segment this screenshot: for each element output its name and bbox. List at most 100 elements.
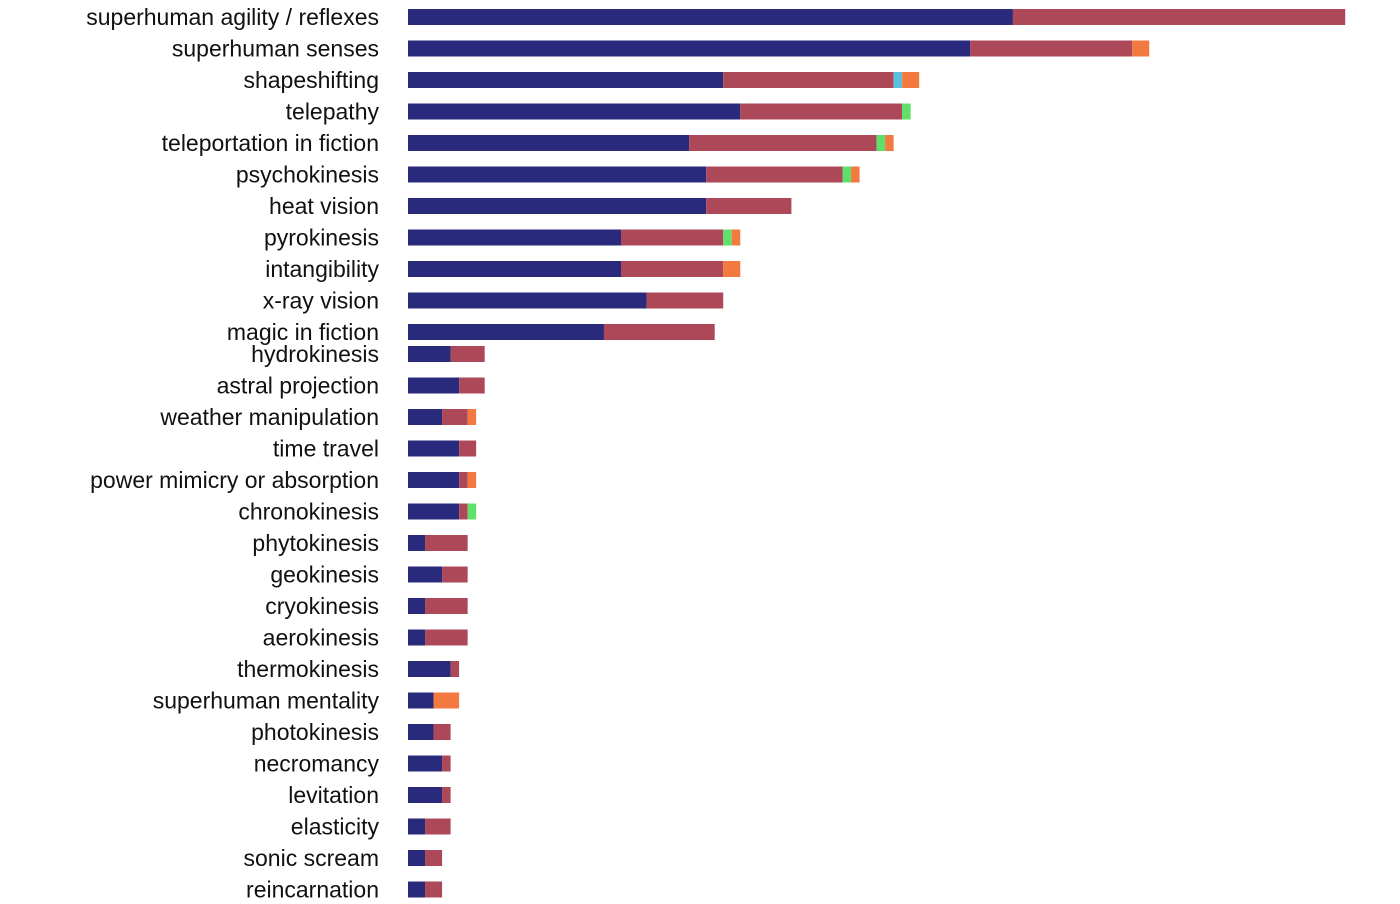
bar-segment-series4 [842,166,852,183]
bar-segment-series4 [723,229,732,246]
category-label: magic in fiction [227,319,379,345]
bar-segment-series2 [442,409,468,425]
bar-segment-series1 [408,724,434,740]
category-label: teleportation in fiction [162,130,379,156]
category-label: necromancy [254,751,380,777]
bar-segment-series1 [408,850,426,866]
bar-segment-series5 [731,229,741,246]
bar-segment-series1 [408,324,604,340]
category-labels: superhuman agility / reflexes superhuman … [86,4,379,903]
bar-segment-series2 [442,566,468,583]
bar-segment-series1 [408,166,707,183]
category-label: psychokinesis [236,162,379,188]
bar-segment-series4 [467,503,477,520]
bar-segment-series1 [408,566,443,583]
bar-segment-series5 [723,261,741,277]
category-label: power mimicry or absorption [90,467,379,493]
category-label: time travel [273,436,379,462]
bar-segment-series2 [425,818,451,835]
category-label: superhuman agility / reflexes [86,4,379,30]
bar-segment-series1 [408,629,426,646]
bar-segment-series2 [459,503,468,520]
bar-segment-series2 [425,598,468,614]
bar-segment-series1 [408,198,707,214]
bar-segment-series1 [408,9,1013,25]
bars [408,9,1346,898]
bar-segment-series2 [689,135,877,151]
bar-segment-series2 [740,103,903,120]
category-label: pyrokinesis [264,225,379,251]
bar-segment-series2 [621,229,724,246]
category-label: reincarnation [246,877,379,903]
category-label: sonic scream [244,845,379,871]
bar-segment-series5 [902,72,920,88]
bar-segment-series1 [408,377,460,394]
bar-segment-series2 [970,40,1133,57]
bar-segment-series1 [408,661,451,677]
category-label: telepathy [286,99,380,125]
bar-segment-series5 [851,166,860,183]
bar-segment-series1 [408,135,690,151]
bar-segment-series1 [408,503,460,520]
category-label: elasticity [291,814,380,840]
bar-segment-series2 [433,724,451,740]
category-label: phytokinesis [252,530,379,556]
category-label: aerokinesis [263,625,379,651]
category-label: astral projection [217,373,379,399]
bar-segment-series1 [408,881,426,898]
category-label: thermokinesis [237,656,379,682]
category-label: heat vision [269,193,379,219]
category-label: superhuman mentality [153,688,380,714]
bar-segment-series5 [467,409,477,425]
bar-segment-series2 [425,629,468,646]
bar-segment-series1 [408,787,443,803]
bar-segment-series1 [408,692,434,709]
bar-segment-series1 [408,598,426,614]
bar-segment-series1 [408,229,621,246]
bar-segment-series2 [425,850,443,866]
category-label: geokinesis [270,562,379,588]
category-label: levitation [288,782,379,808]
bar-segment-series1 [408,72,724,88]
bar-segment-series2 [442,755,451,772]
bar-segment-series2 [1012,9,1346,25]
bar-segment-series1 [408,472,460,488]
category-label: superhuman senses [172,36,379,62]
bar-segment-series1 [408,292,647,309]
bar-segment-series5 [467,472,477,488]
bar-segment-series1 [408,261,621,277]
bar-segment-series2 [442,787,451,803]
bar-segment-series2 [425,881,443,898]
bar-segment-series2 [646,292,724,309]
bar-segment-series2 [621,261,724,277]
bar-segment-series2 [459,377,485,394]
bar-segment-series2 [706,198,792,214]
category-label: chronokinesis [238,499,379,525]
bar-segment-series2 [450,346,485,362]
bar-segment-series2 [459,472,468,488]
category-label: intangibility [265,256,379,282]
bar-segment-series5 [885,135,894,151]
bar-segment-series4 [876,135,886,151]
category-label: shapeshifting [243,67,379,93]
bar-segment-series2 [450,661,460,677]
bar-segment-series1 [408,818,426,835]
bar-segment-series1 [408,346,451,362]
bar-segment-series1 [408,103,741,120]
category-label: hydrokinesis [251,341,379,367]
bar-segment-series2 [459,440,477,457]
bar-segment-series1 [408,440,460,457]
bar-segment-series5 [433,692,460,709]
bar-segment-series2 [706,166,843,183]
category-label: weather manipulation [159,404,379,430]
category-label: photokinesis [251,719,379,745]
category-label: cryokinesis [265,593,379,619]
bar-segment-series1 [408,40,971,57]
bar-segment-series1 [408,535,426,551]
bar-segment-series2 [603,324,715,340]
bar-segment-series2 [425,535,468,551]
bar-segment-series5 [1132,40,1150,57]
bar-segment-series1 [408,409,443,425]
bar-segment-series4 [902,103,911,120]
